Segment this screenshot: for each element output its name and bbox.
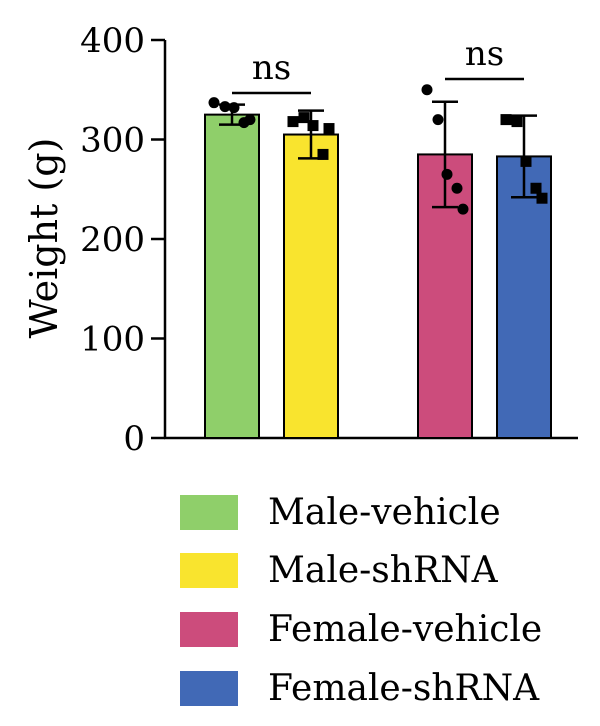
y-tick-label: 0 (123, 419, 145, 459)
data-point (457, 203, 469, 215)
data-point (228, 102, 240, 114)
data-point (441, 168, 453, 180)
legend-label: Male-shRNA (268, 550, 499, 591)
data-point (307, 120, 319, 132)
data-point (511, 116, 523, 128)
y-tick-label: 400 (80, 21, 145, 61)
data-point (500, 114, 512, 126)
data-point (208, 97, 220, 109)
legend-label: Male-vehicle (268, 492, 501, 533)
data-point (451, 182, 463, 194)
legend-swatch (180, 553, 238, 588)
data-point (536, 192, 548, 204)
y-axis: 0 100 200 300 400 (80, 21, 167, 459)
data-point (287, 116, 299, 128)
data-point (298, 112, 310, 124)
data-point (317, 148, 329, 160)
bars (204, 113, 552, 440)
y-tick-label: 200 (80, 220, 145, 260)
significance-annotations: ns ns (232, 34, 524, 95)
data-point (520, 155, 532, 167)
data-point (432, 114, 444, 126)
y-tick-label: 100 (80, 320, 145, 360)
legend-label: Female-shRNA (268, 668, 540, 709)
legend-label: Female-vehicle (268, 609, 542, 650)
y-axis-title: Weight (g) (22, 138, 66, 339)
data-point (219, 101, 231, 113)
error-bars (219, 100, 537, 209)
bar-male-shrna (283, 133, 339, 439)
legend-swatch (180, 612, 238, 647)
legend: Male-vehicle Male-shRNA Female-vehicle Fema… (180, 492, 542, 709)
data-point (421, 84, 433, 96)
data-point (244, 114, 256, 126)
significance-label: ns (465, 34, 504, 74)
legend-swatch (180, 495, 238, 530)
data-points (208, 84, 548, 215)
data-point (323, 123, 335, 135)
legend-swatch (180, 671, 238, 706)
y-tick-label: 300 (80, 121, 145, 161)
significance-label: ns (252, 48, 291, 88)
data-point (530, 182, 542, 194)
bar-male-vehicle (204, 113, 260, 439)
